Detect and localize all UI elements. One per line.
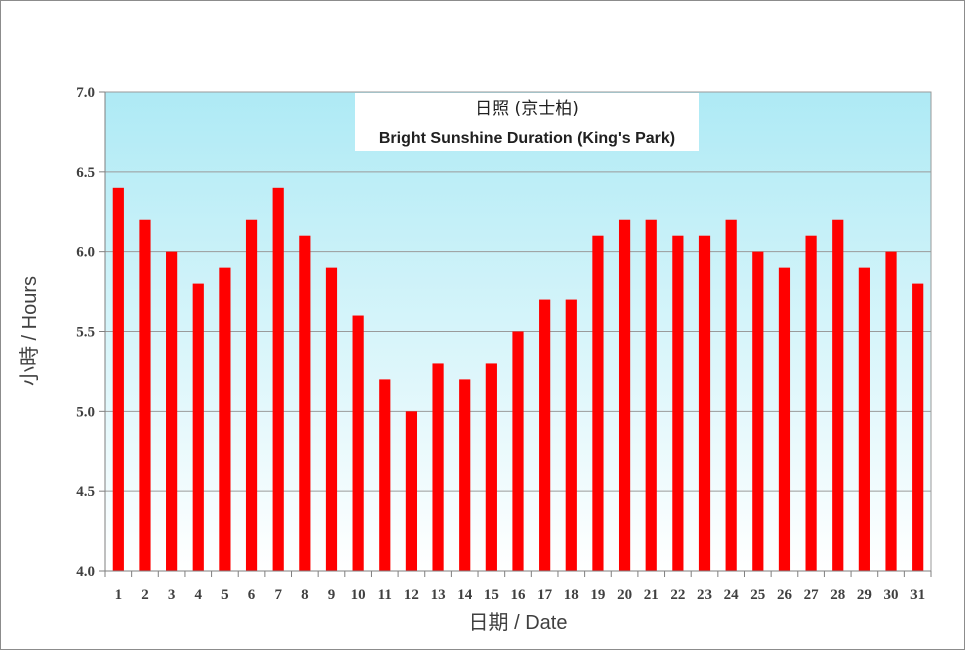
y-axis-title: 小時 / Hours xyxy=(18,276,41,386)
bar xyxy=(112,187,124,572)
bar xyxy=(166,251,178,571)
y-tick-label: 7.0 xyxy=(76,85,95,101)
bar xyxy=(858,267,870,571)
x-tick-label: 28 xyxy=(830,587,845,603)
bar xyxy=(912,283,924,571)
axes: 4.04.55.05.56.06.57.01 2 3 4 5 6 7 8 9 10 11 12 13 14… xyxy=(76,85,932,603)
x-tick-label: 1 xyxy=(115,587,123,603)
x-tick-label: 5 xyxy=(221,587,229,603)
x-tick-label: 18 xyxy=(564,587,579,603)
x-tick-label: 17 xyxy=(537,587,553,603)
chart-title-box: 日照 (京士柏) Bright Sunshine Duration (King'… xyxy=(355,93,699,151)
x-tick-label: 24 xyxy=(724,587,740,603)
bar xyxy=(832,219,844,571)
x-axis-title: 日期 / Date xyxy=(469,612,568,634)
bar xyxy=(539,299,551,571)
x-tick-label: 16 xyxy=(511,587,527,603)
x-tick-label: 7 xyxy=(274,587,282,603)
bar xyxy=(672,235,684,571)
x-tick-label: 14 xyxy=(457,587,473,603)
chart-title: 日照 (京士柏) xyxy=(475,99,579,119)
bar xyxy=(645,219,657,571)
bar xyxy=(885,251,897,571)
x-tick-label: 26 xyxy=(777,587,793,603)
bar xyxy=(592,235,604,571)
bar xyxy=(752,251,764,571)
y-tick-label: 4.5 xyxy=(76,484,95,500)
bar xyxy=(352,315,364,571)
x-tick-label: 20 xyxy=(617,587,632,603)
x-tick-label: 12 xyxy=(404,587,419,603)
bar xyxy=(299,235,311,571)
x-tick-label: 25 xyxy=(750,587,765,603)
y-tick-label: 6.0 xyxy=(76,245,95,261)
x-tick-label: 27 xyxy=(804,587,820,603)
bar xyxy=(272,187,284,572)
x-tick-label: 2 xyxy=(141,587,149,603)
bar xyxy=(725,219,737,571)
x-tick-label: 21 xyxy=(644,587,659,603)
bar xyxy=(192,283,204,571)
x-tick-label: 11 xyxy=(378,587,392,603)
x-tick-label: 13 xyxy=(431,587,446,603)
bar xyxy=(459,379,471,571)
bar xyxy=(485,363,497,571)
x-tick-label: 6 xyxy=(248,587,256,603)
x-tick-label: 22 xyxy=(670,587,685,603)
bar xyxy=(565,299,577,571)
x-tick-label: 9 xyxy=(328,587,336,603)
bar xyxy=(219,267,231,571)
x-tick-label: 10 xyxy=(351,587,366,603)
bar xyxy=(325,267,338,571)
x-tick-label: 19 xyxy=(590,587,605,603)
y-tick-label: 5.0 xyxy=(76,404,95,420)
bar xyxy=(139,219,151,571)
bar xyxy=(432,363,444,571)
bar xyxy=(618,219,631,571)
bars xyxy=(112,187,924,572)
x-tick-label: 3 xyxy=(168,587,176,603)
bar xyxy=(512,331,524,571)
chart-subtitle: Bright Sunshine Duration (King's Park) xyxy=(379,130,675,147)
y-tick-label: 6.5 xyxy=(76,165,95,181)
y-tick-label: 4.0 xyxy=(76,564,95,580)
bar xyxy=(698,235,711,571)
x-tick-label: 15 xyxy=(484,587,499,603)
bar xyxy=(379,379,391,571)
x-tick-label: 30 xyxy=(884,587,899,603)
x-tick-label: 31 xyxy=(910,587,925,603)
x-tick-label: 23 xyxy=(697,587,712,603)
bar xyxy=(778,267,791,571)
x-tick-label: 8 xyxy=(301,587,309,603)
bar xyxy=(245,219,258,571)
bar xyxy=(405,411,418,571)
x-tick-label: 29 xyxy=(857,587,872,603)
y-tick-label: 5.5 xyxy=(76,325,95,341)
x-tick-label: 4 xyxy=(195,587,203,603)
bar xyxy=(805,235,817,571)
